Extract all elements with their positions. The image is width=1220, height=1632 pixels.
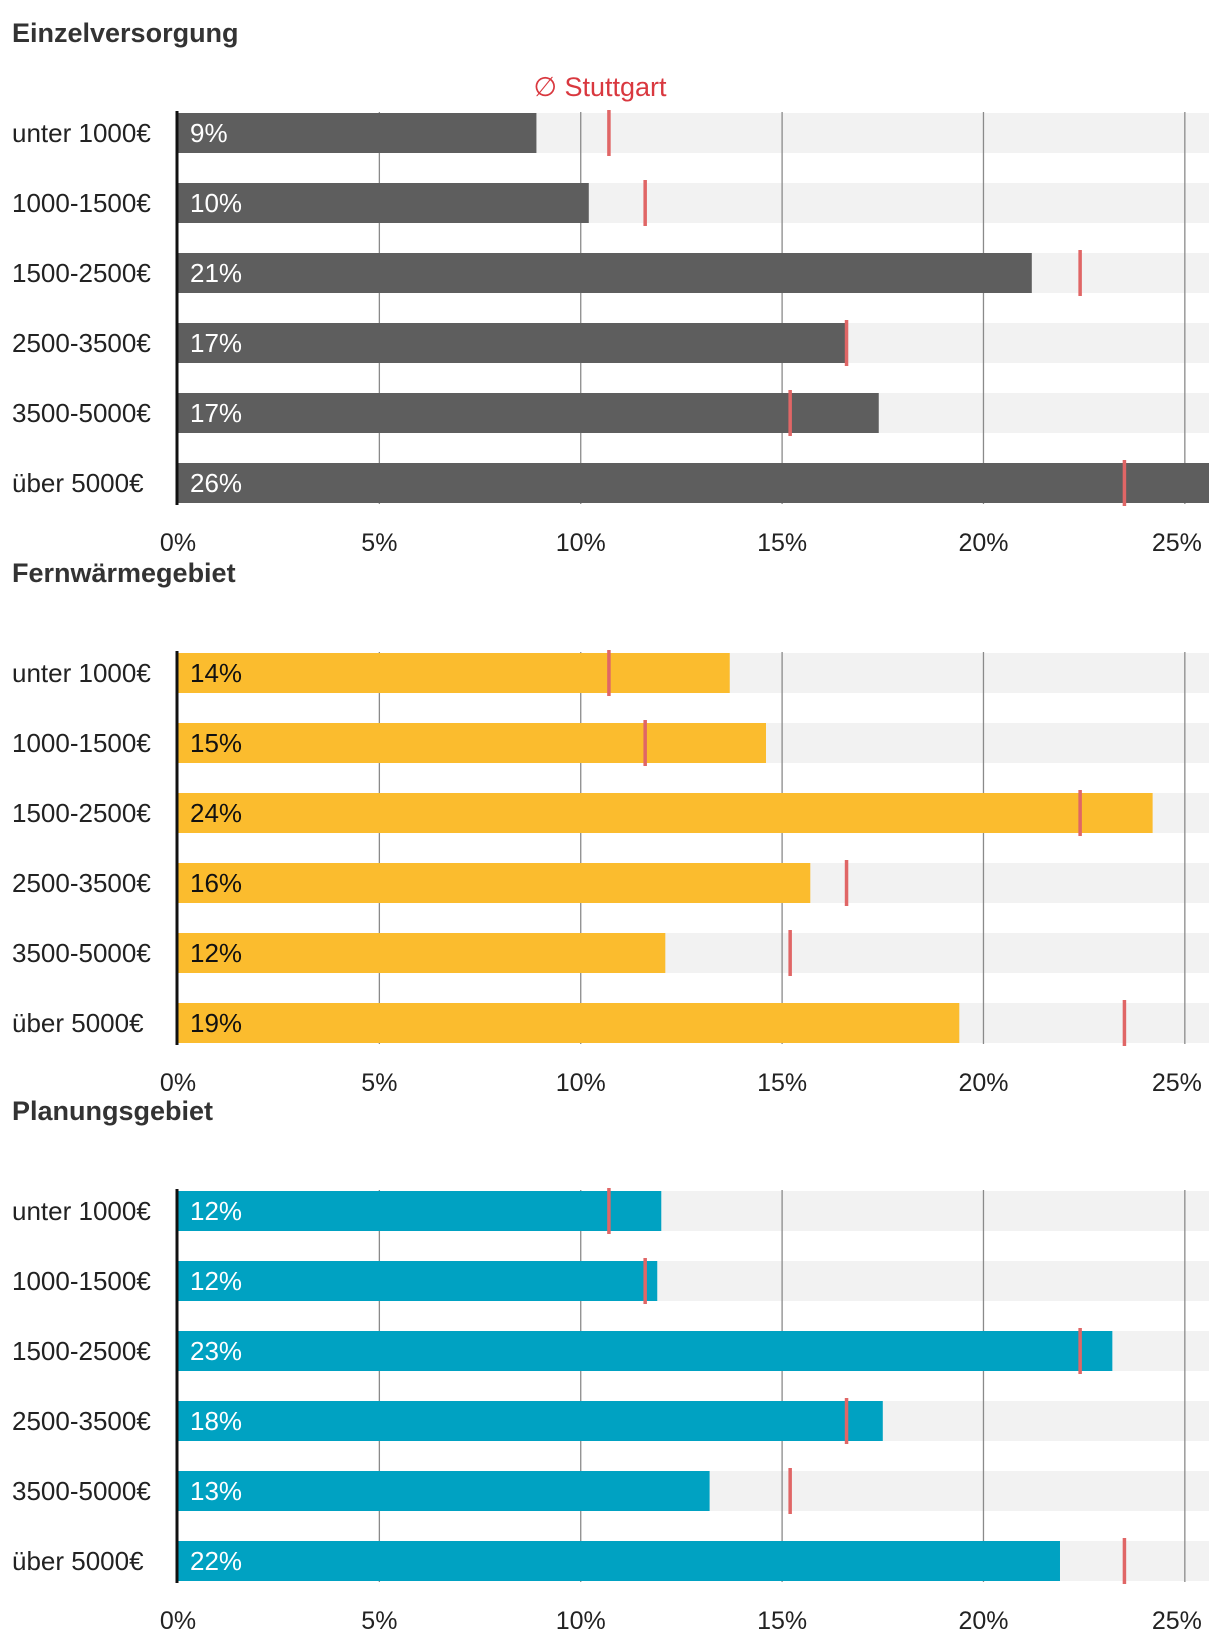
bar <box>178 793 1153 833</box>
x-tick-label: 0% <box>160 1069 196 1097</box>
legend-stuttgart-average: ∅ Stuttgart <box>533 72 667 102</box>
x-tick-label: 10% <box>556 1069 606 1097</box>
bar <box>178 1261 658 1301</box>
x-tick-label: 20% <box>958 529 1008 557</box>
bar <box>178 1003 960 1043</box>
bar <box>178 323 847 363</box>
bar <box>178 1471 710 1511</box>
value-label: 18% <box>190 1406 242 1436</box>
bar <box>178 393 879 433</box>
value-label: 17% <box>190 398 242 428</box>
category-label: 1500-2500€ <box>12 798 151 828</box>
bar <box>178 653 730 693</box>
value-label: 17% <box>190 328 242 358</box>
panel-2: Fernwärmegebiet unter 1000€ 14% 1000-1500€ 1… <box>12 558 1209 1097</box>
x-tick-label: 15% <box>757 1607 807 1632</box>
category-label: 1000-1500€ <box>12 188 151 218</box>
category-label: über 5000€ <box>12 1546 144 1576</box>
value-label: 9% <box>190 118 228 148</box>
bar <box>178 933 666 973</box>
panel-1: Einzelversorgung unter 1000€ 9% 1000-1500€ 1… <box>12 18 1209 557</box>
bar <box>178 1191 662 1231</box>
bar <box>178 1401 883 1441</box>
x-tick-label: 25% <box>1152 529 1202 557</box>
value-label: 14% <box>190 658 242 688</box>
value-label: 12% <box>190 1266 242 1296</box>
value-label: 13% <box>190 1476 242 1506</box>
value-label: 16% <box>190 868 242 898</box>
category-label: 3500-5000€ <box>12 1476 151 1506</box>
bar <box>178 1541 1060 1581</box>
x-tick-label: 10% <box>556 1607 606 1632</box>
category-label: 1500-2500€ <box>12 1336 151 1366</box>
value-label: 26% <box>190 468 242 498</box>
category-label: 2500-3500€ <box>12 328 151 358</box>
bar <box>178 463 1209 503</box>
x-tick-label: 25% <box>1152 1607 1202 1632</box>
panel-title: Fernwärmegebiet <box>12 558 236 588</box>
panel-3: Planungsgebiet unter 1000€ 12% 1000-1500€ 12… <box>12 1096 1209 1632</box>
value-label: 10% <box>190 188 242 218</box>
x-tick-label: 5% <box>361 1069 397 1097</box>
value-label: 19% <box>190 1008 242 1038</box>
bar <box>178 863 811 903</box>
category-label: 3500-5000€ <box>12 938 151 968</box>
category-label: 1000-1500€ <box>12 1266 151 1296</box>
panel-title: Einzelversorgung <box>12 18 239 48</box>
x-tick-label: 5% <box>361 1607 397 1632</box>
value-label: 12% <box>190 938 242 968</box>
category-label: 1000-1500€ <box>12 728 151 758</box>
value-label: 23% <box>190 1336 242 1366</box>
category-label: über 5000€ <box>12 468 144 498</box>
category-label: 2500-3500€ <box>12 868 151 898</box>
value-label: 15% <box>190 728 242 758</box>
category-label: unter 1000€ <box>12 658 151 688</box>
category-label: unter 1000€ <box>12 1196 151 1226</box>
bar <box>178 723 766 763</box>
x-tick-label: 0% <box>160 1607 196 1632</box>
value-label: 12% <box>190 1196 242 1226</box>
x-tick-label: 20% <box>958 1069 1008 1097</box>
bar <box>178 1331 1113 1371</box>
x-tick-label: 25% <box>1152 1069 1202 1097</box>
panel-title: Planungsgebiet <box>12 1096 213 1126</box>
x-tick-label: 15% <box>757 529 807 557</box>
x-tick-label: 10% <box>556 529 606 557</box>
x-tick-label: 20% <box>958 1607 1008 1632</box>
bar <box>178 253 1032 293</box>
x-tick-label: 0% <box>160 529 196 557</box>
category-label: unter 1000€ <box>12 118 151 148</box>
bar <box>178 113 537 153</box>
x-tick-label: 15% <box>757 1069 807 1097</box>
category-label: über 5000€ <box>12 1008 144 1038</box>
x-tick-label: 5% <box>361 529 397 557</box>
value-label: 22% <box>190 1546 242 1576</box>
category-label: 3500-5000€ <box>12 398 151 428</box>
value-label: 21% <box>190 258 242 288</box>
category-label: 2500-3500€ <box>12 1406 151 1436</box>
value-label: 24% <box>190 798 242 828</box>
bar <box>178 183 589 223</box>
category-label: 1500-2500€ <box>12 258 151 288</box>
